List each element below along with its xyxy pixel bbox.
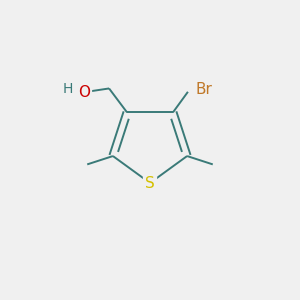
Text: O: O xyxy=(78,85,90,100)
Text: S: S xyxy=(145,176,155,190)
Text: H: H xyxy=(63,82,74,96)
Text: Br: Br xyxy=(195,82,212,97)
